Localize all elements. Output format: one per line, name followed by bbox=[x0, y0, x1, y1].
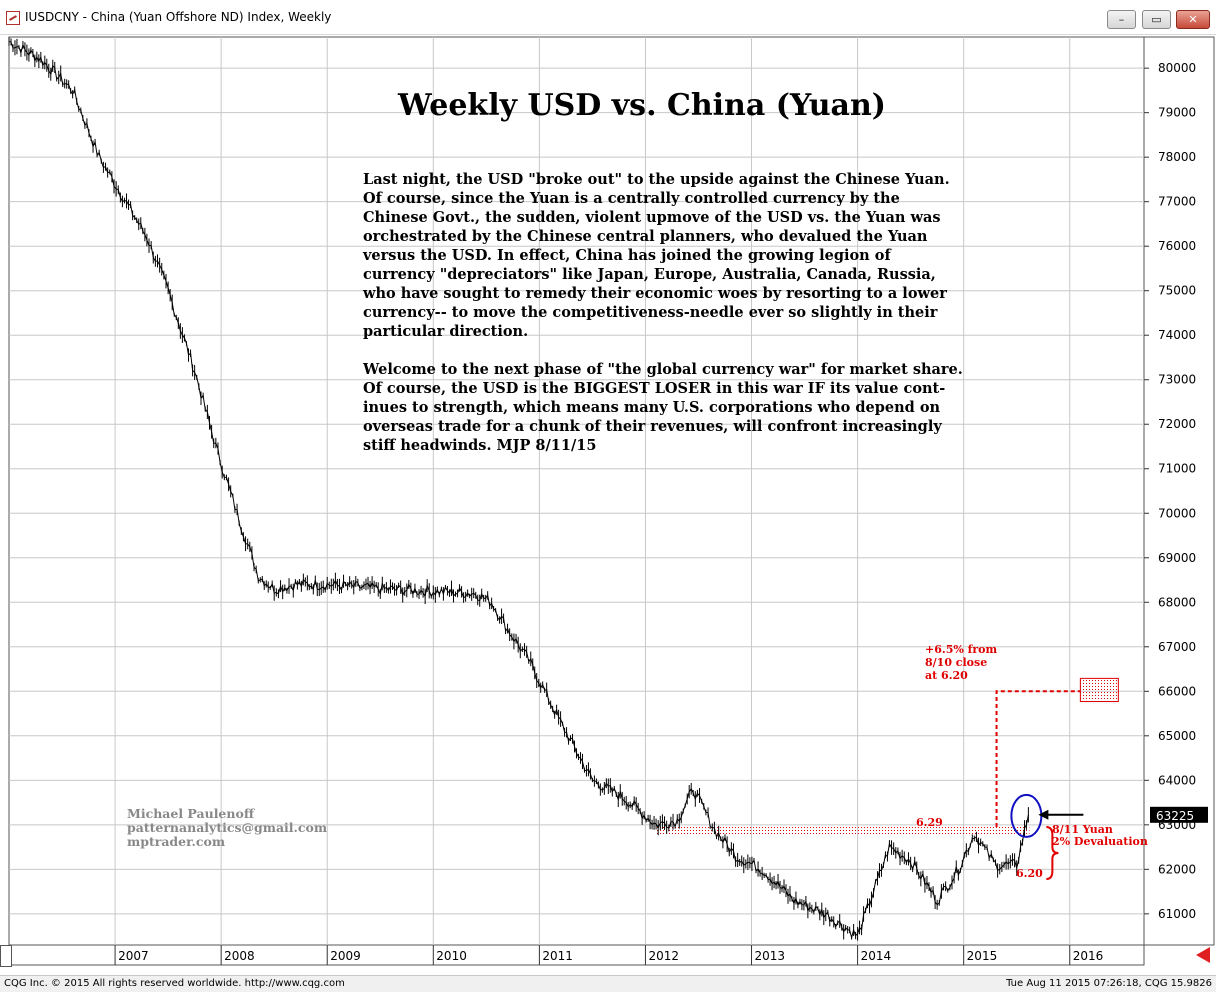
y-tick-label: 76000 bbox=[1158, 239, 1196, 253]
y-tick-label: 80000 bbox=[1158, 61, 1196, 75]
x-tick-label: 2008 bbox=[224, 949, 255, 963]
commentary-line: versus the USD. In effect, China has joi… bbox=[362, 247, 892, 264]
y-tick-label: 78000 bbox=[1158, 150, 1196, 164]
chart-headline: Weekly USD vs. China (Yuan) bbox=[397, 88, 886, 123]
last-price-tag bbox=[1150, 806, 1208, 823]
level-629-label: 6.29 bbox=[916, 816, 943, 829]
target-note-line: 8/10 close bbox=[925, 656, 987, 669]
commentary-line: Of course, since the Yuan is a centrally… bbox=[363, 190, 900, 207]
y-tick-label: 61000 bbox=[1158, 907, 1196, 921]
commentary-line: inues to strength, which means many U.S.… bbox=[363, 399, 941, 416]
y-tick-label: 68000 bbox=[1158, 595, 1196, 609]
scroll-left-arrow-icon[interactable] bbox=[1196, 947, 1210, 963]
resistance-zone bbox=[656, 827, 1030, 836]
y-tick-label: 67000 bbox=[1158, 640, 1196, 654]
restore-button[interactable]: ▭ bbox=[1142, 10, 1171, 29]
y-tick-label: 64000 bbox=[1158, 773, 1196, 787]
minimize-button[interactable]: – bbox=[1107, 10, 1136, 29]
commentary-line: currency-- to move the competitiveness-n… bbox=[363, 304, 938, 321]
y-tick-label: 62000 bbox=[1158, 862, 1196, 876]
x-tick-label: 2013 bbox=[755, 949, 786, 963]
y-tick-label: 65000 bbox=[1158, 729, 1196, 743]
copyright-text: CQG Inc. © 2015 All rights reserved worl… bbox=[4, 978, 345, 989]
target-zone-box bbox=[1079, 677, 1119, 703]
target-note-line: +6.5% from bbox=[925, 643, 998, 656]
y-tick-label: 71000 bbox=[1158, 462, 1196, 476]
timestamp-text: Tue Aug 11 2015 07:26:18, CQG 15.9826 bbox=[1006, 978, 1212, 989]
y-tick-label: 70000 bbox=[1158, 506, 1196, 520]
commentary-line: Last night, the USD "broke out" to the u… bbox=[363, 171, 950, 188]
y-tick-label: 69000 bbox=[1158, 551, 1196, 565]
x-tick-label: 2009 bbox=[330, 949, 361, 963]
author-site: mptrader.com bbox=[127, 834, 225, 849]
author-name: Michael Paulenoff bbox=[127, 806, 255, 821]
plot-frame bbox=[8, 36, 1145, 946]
breakout-arrow-head bbox=[1038, 809, 1049, 820]
y-axis-panel bbox=[1143, 36, 1215, 946]
y-tick-label: 72000 bbox=[1158, 417, 1196, 431]
y-tick-label: 79000 bbox=[1158, 106, 1196, 120]
scroll-handle-left[interactable] bbox=[0, 945, 12, 967]
close-button[interactable]: ✕ bbox=[1176, 10, 1210, 29]
x-tick-label: 2014 bbox=[861, 949, 892, 963]
x-tick-label: 2015 bbox=[967, 949, 998, 963]
devaluation-note-line: 8/11 Yuan bbox=[1052, 823, 1113, 836]
commentary-line: Chinese Govt., the sudden, violent upmov… bbox=[363, 209, 941, 226]
x-tick-label: 2010 bbox=[436, 949, 467, 963]
last-price-label: 63225 bbox=[1156, 809, 1194, 823]
x-tick-label: 2012 bbox=[648, 949, 679, 963]
level-620-label: 6.20 bbox=[1016, 867, 1043, 880]
devaluation-note-line: 2% Devaluation bbox=[1052, 835, 1148, 848]
commentary-line: currency "depreciators" like Japan, Euro… bbox=[363, 266, 936, 283]
commentary-line: stiff headwinds. MJP 8/11/15 bbox=[363, 437, 596, 454]
price-series-line bbox=[8, 41, 1029, 940]
chart-app-icon[interactable] bbox=[6, 11, 20, 25]
commentary-line: particular direction. bbox=[363, 323, 528, 340]
target-note-line: at 6.20 bbox=[925, 669, 968, 682]
x-tick-label: 2016 bbox=[1073, 949, 1104, 963]
window-title: IUSDCNY - China (Yuan Offshore ND) Index… bbox=[25, 10, 332, 24]
status-bar: CQG Inc. © 2015 All rights reserved worl… bbox=[0, 975, 1216, 992]
x-tick-label: 2011 bbox=[542, 949, 573, 963]
commentary-line: Of course, the USD is the BIGGEST LOSER … bbox=[363, 380, 945, 397]
commentary-line: who have sought to remedy their economic… bbox=[362, 285, 947, 302]
title-bar: IUSDCNY - China (Yuan Offshore ND) Index… bbox=[0, 0, 1216, 35]
x-tick-label: 2007 bbox=[118, 949, 149, 963]
y-tick-label: 77000 bbox=[1158, 195, 1196, 209]
commentary-line: overseas trade for a chunk of their reve… bbox=[363, 418, 942, 435]
y-tick-label: 73000 bbox=[1158, 373, 1196, 387]
y-tick-label: 66000 bbox=[1158, 684, 1196, 698]
commentary-line: Welcome to the next phase of "the global… bbox=[362, 361, 963, 378]
author-email: patternanalytics@gmail.com bbox=[127, 820, 327, 835]
target-projection-line bbox=[995, 690, 1081, 828]
y-tick-label: 75000 bbox=[1158, 284, 1196, 298]
y-tick-label: 74000 bbox=[1158, 328, 1196, 342]
price-chart[interactable]: 6100062000630006400065000660006700068000… bbox=[0, 35, 1216, 975]
commentary-line: orchestrated by the Chinese central plan… bbox=[363, 228, 928, 245]
